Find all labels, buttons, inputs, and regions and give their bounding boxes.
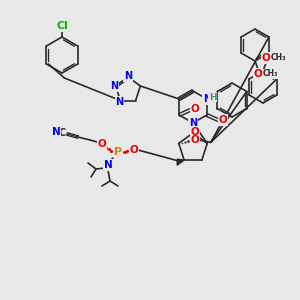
- Text: O: O: [191, 104, 200, 114]
- Text: N: N: [111, 81, 119, 91]
- Text: O: O: [190, 127, 200, 137]
- Text: CH₃: CH₃: [263, 70, 278, 79]
- Text: O: O: [218, 115, 227, 125]
- Text: H: H: [209, 92, 217, 101]
- Text: O: O: [98, 139, 106, 149]
- Text: O: O: [190, 135, 199, 146]
- Text: C: C: [58, 128, 66, 138]
- Text: Cl: Cl: [56, 21, 68, 31]
- Text: N: N: [203, 94, 211, 104]
- Polygon shape: [177, 159, 184, 165]
- Text: O: O: [262, 53, 270, 63]
- Text: P: P: [114, 147, 122, 157]
- Text: N: N: [103, 160, 112, 170]
- Text: O: O: [130, 145, 138, 155]
- Text: N: N: [124, 71, 132, 81]
- Text: N: N: [52, 127, 60, 137]
- Text: N: N: [115, 97, 123, 106]
- Text: O: O: [254, 69, 262, 79]
- Text: N: N: [189, 118, 197, 128]
- Text: CH₃: CH₃: [271, 53, 286, 62]
